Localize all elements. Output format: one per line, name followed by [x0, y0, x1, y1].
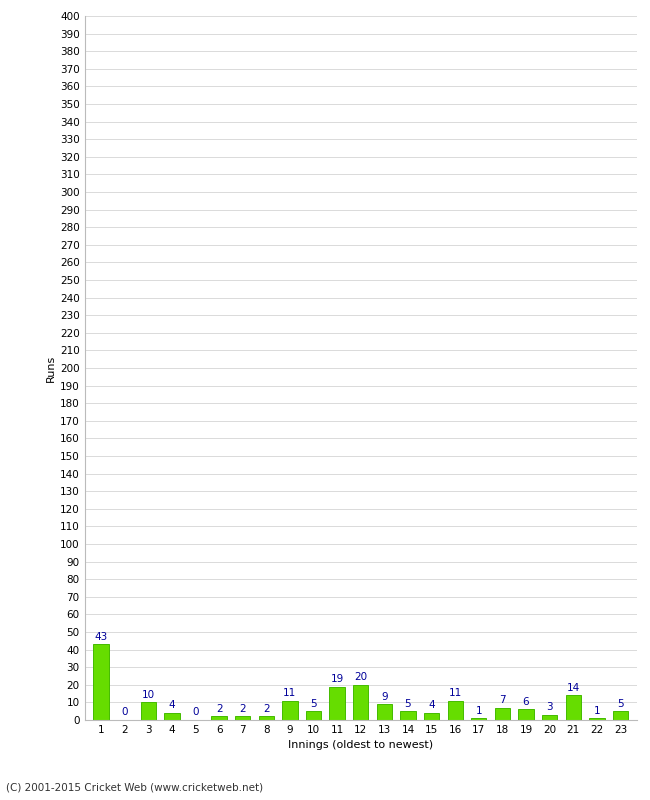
- Text: 1: 1: [476, 706, 482, 715]
- Bar: [330, 686, 344, 720]
- Text: 11: 11: [448, 688, 461, 698]
- Text: 7: 7: [499, 695, 506, 705]
- Text: 0: 0: [192, 707, 199, 718]
- Bar: [400, 711, 415, 720]
- Bar: [542, 714, 557, 720]
- Text: 9: 9: [381, 691, 387, 702]
- Text: 5: 5: [617, 698, 624, 709]
- Text: 14: 14: [567, 682, 580, 693]
- Bar: [495, 708, 510, 720]
- Bar: [566, 695, 581, 720]
- Text: 43: 43: [94, 632, 108, 642]
- Text: 6: 6: [523, 697, 529, 707]
- Text: 2: 2: [263, 704, 270, 714]
- Text: 4: 4: [168, 700, 175, 710]
- Text: 2: 2: [216, 704, 222, 714]
- Bar: [211, 717, 227, 720]
- Text: 4: 4: [428, 700, 435, 710]
- Bar: [259, 717, 274, 720]
- Text: 2: 2: [239, 704, 246, 714]
- Bar: [94, 644, 109, 720]
- Bar: [424, 713, 439, 720]
- Bar: [589, 718, 604, 720]
- Bar: [518, 710, 534, 720]
- Text: 0: 0: [122, 707, 128, 718]
- Text: 10: 10: [142, 690, 155, 700]
- Text: 19: 19: [330, 674, 344, 684]
- Bar: [306, 711, 321, 720]
- Bar: [377, 704, 392, 720]
- Bar: [140, 702, 156, 720]
- Text: 20: 20: [354, 672, 367, 682]
- Text: 3: 3: [547, 702, 553, 712]
- Y-axis label: Runs: Runs: [46, 354, 56, 382]
- Bar: [447, 701, 463, 720]
- Bar: [613, 711, 628, 720]
- Text: 11: 11: [283, 688, 296, 698]
- Text: 1: 1: [593, 706, 600, 715]
- Text: (C) 2001-2015 Cricket Web (www.cricketweb.net): (C) 2001-2015 Cricket Web (www.cricketwe…: [6, 782, 264, 792]
- Bar: [282, 701, 298, 720]
- Text: 5: 5: [405, 698, 411, 709]
- X-axis label: Innings (oldest to newest): Innings (oldest to newest): [288, 741, 434, 750]
- Bar: [164, 713, 179, 720]
- Bar: [353, 685, 369, 720]
- Bar: [471, 718, 486, 720]
- Bar: [235, 717, 250, 720]
- Text: 5: 5: [310, 698, 317, 709]
